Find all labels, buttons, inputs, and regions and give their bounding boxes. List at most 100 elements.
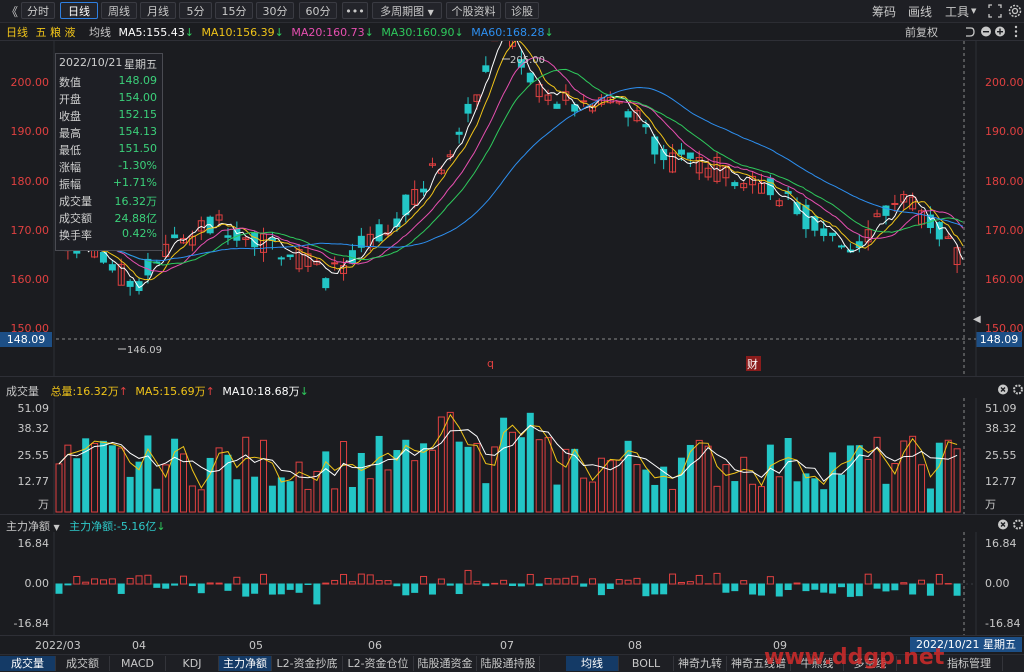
period-30min-button[interactable]: 30分: [256, 2, 294, 19]
netflow-bar: [518, 584, 524, 586]
candle-body: [225, 236, 231, 237]
down-arrow-icon: ↓: [455, 26, 464, 39]
netflow-bar: [536, 584, 542, 586]
back-icon[interactable]: 《: [6, 3, 18, 20]
volume-bar: [723, 465, 729, 512]
volume-bar: [261, 440, 267, 512]
candle-body: [839, 246, 845, 247]
volume-bar: [474, 443, 480, 512]
tab-main-netflow[interactable]: 主力净额: [219, 656, 272, 671]
adjust-mode[interactable]: 前复权: [905, 24, 938, 40]
volume-bar: [661, 467, 667, 512]
netflow-bar: [954, 584, 960, 595]
info-key: 成交量: [59, 193, 92, 209]
tab-l2-bottom-fishing[interactable]: L2-资金抄底: [272, 656, 343, 671]
period-fenshi-button[interactable]: 分时: [21, 2, 55, 19]
period-weekly-button[interactable]: 周线: [101, 2, 137, 19]
ma-label[interactable]: 均线: [89, 26, 111, 39]
netflow-bar: [678, 582, 684, 584]
volume-title[interactable]: 成交量: [6, 385, 39, 398]
down-arrow-icon: ↓: [365, 26, 374, 39]
settings-gear-icon[interactable]: [1014, 521, 1022, 529]
tools-button[interactable]: 工具: [945, 3, 969, 20]
netflow-bar: [750, 584, 756, 594]
info-key: 最高: [59, 125, 81, 141]
netflow-bar: [189, 584, 195, 586]
volume-chart[interactable]: [0, 398, 1024, 514]
netflow-chart[interactable]: [0, 532, 1024, 635]
volume-panel-controls: [997, 383, 1024, 396]
volume-bar: [127, 477, 133, 512]
candle-body: [172, 235, 178, 238]
plus-icon[interactable]: [995, 27, 1005, 37]
tab-volume[interactable]: 成交量: [0, 656, 56, 671]
netflow-bar: [367, 575, 373, 584]
info-key: 振幅: [59, 176, 81, 192]
volume-bar: [687, 445, 693, 512]
candle-body: [821, 229, 827, 236]
down-arrow-icon: ↓: [300, 385, 309, 398]
tab-magic-nine[interactable]: 神奇九转: [674, 656, 727, 671]
info-key: 开盘: [59, 91, 81, 107]
period-15min-button[interactable]: 15分: [215, 2, 253, 19]
settings-gear-icon[interactable]: [1014, 386, 1022, 394]
multi-period-dropdown[interactable]: 多周期图 ▼: [372, 2, 442, 19]
volume-bar: [189, 486, 195, 512]
tab-macd[interactable]: MACD: [110, 656, 166, 671]
finance-marker[interactable]: 财: [746, 356, 761, 371]
undo-icon[interactable]: [966, 28, 974, 36]
netflow-bar: [252, 584, 258, 593]
diagnose-button[interactable]: 诊股: [505, 2, 539, 19]
netflow-bar: [785, 584, 791, 590]
candle-body: [376, 225, 382, 241]
more-periods-button[interactable]: •••: [342, 2, 368, 19]
period-5min-button[interactable]: 5分: [179, 2, 212, 19]
netflow-bar: [634, 578, 640, 584]
close-icon[interactable]: [998, 385, 1008, 395]
tab-turnover[interactable]: 成交额: [56, 656, 110, 671]
ma60-value: MA60:168.28: [471, 26, 544, 39]
tab-boll[interactable]: BOLL: [619, 656, 674, 671]
info-key: 成交额: [59, 210, 92, 226]
period-monthly-button[interactable]: 月线: [140, 2, 176, 19]
netflow-bar: [323, 583, 329, 584]
tools-chevron-icon[interactable]: ▼: [971, 7, 976, 15]
info-key: 最低: [59, 142, 81, 158]
tab-northbound-holding[interactable]: 陆股通持股: [477, 656, 540, 671]
candle-body: [678, 150, 684, 154]
netflow-bar: [305, 584, 311, 585]
info-value: 151.50: [119, 142, 158, 155]
volume-bar: [696, 440, 702, 512]
tab-indicator-manager[interactable]: 指标管理: [936, 656, 1003, 671]
event-marker-q[interactable]: q: [487, 357, 494, 370]
period-60min-button[interactable]: 60分: [299, 2, 337, 19]
info-key: 涨幅: [59, 159, 81, 175]
netflow-bar: [927, 584, 933, 595]
chips-button[interactable]: 筹码: [872, 3, 896, 20]
tab-ma-overlay[interactable]: 均线: [566, 656, 619, 671]
netflow-bar: [821, 584, 827, 592]
tab-northbound-flow[interactable]: 陆股通资金: [414, 656, 477, 671]
tab-kdj[interactable]: KDJ: [166, 656, 219, 671]
watermark: www.ddgp.net: [764, 645, 944, 670]
netflow-bar: [394, 584, 400, 586]
draw-line-button[interactable]: 画线: [908, 3, 932, 20]
more-options-icon[interactable]: [1015, 26, 1017, 37]
volume-bar: [714, 486, 720, 512]
settings-gear-icon[interactable]: [1008, 4, 1022, 18]
finance-marker-label: 财: [747, 357, 758, 371]
period-daily-button[interactable]: 日线: [60, 2, 98, 19]
minus-icon[interactable]: [981, 27, 991, 37]
close-icon[interactable]: [998, 520, 1008, 530]
stock-info-button[interactable]: 个股资料: [446, 2, 501, 19]
netflow-bar: [163, 584, 169, 588]
volume-ma5-line: [59, 415, 957, 488]
netflow-bar: [145, 575, 151, 584]
tab-l2-position[interactable]: L2-资金仓位: [343, 656, 414, 671]
fullscreen-icon[interactable]: [988, 4, 1002, 18]
netflow-chevron-icon[interactable]: ▼: [54, 523, 60, 532]
volume-bar: [429, 450, 435, 512]
x-axis-label: 04: [132, 639, 146, 652]
netflow-bar: [572, 576, 578, 584]
volume-bar: [821, 490, 827, 512]
